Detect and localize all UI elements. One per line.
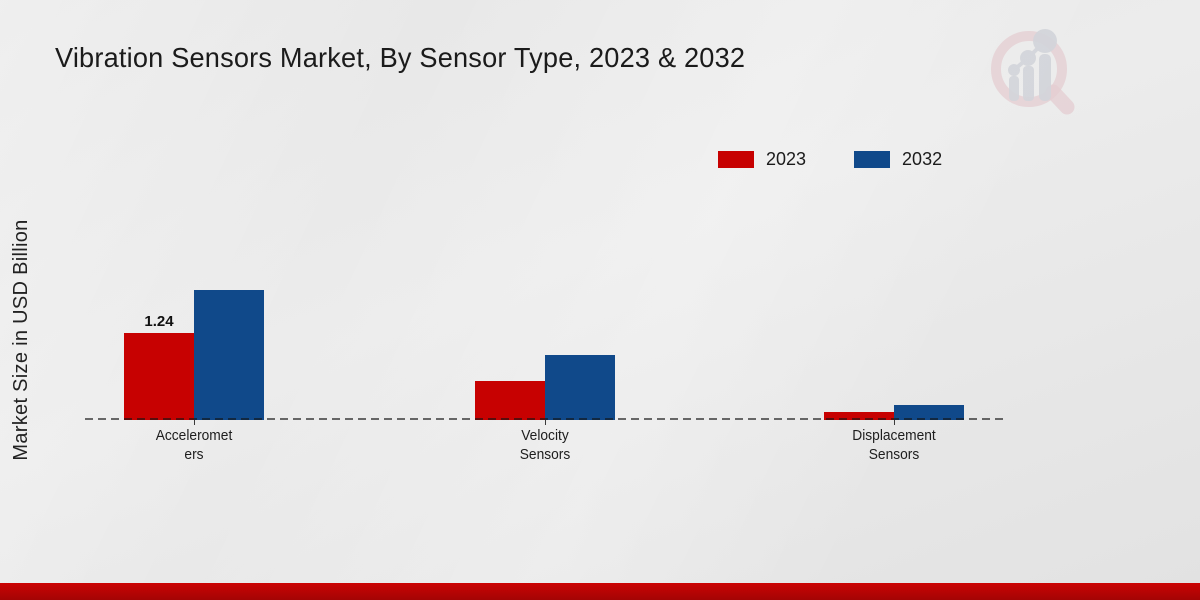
legend-item-2023: 2023: [718, 149, 806, 170]
legend-item-2032: 2032: [854, 149, 942, 170]
legend-label: 2023: [766, 149, 807, 169]
legend: 2023 2032: [718, 149, 942, 170]
bar-group-displacement-sensors: [824, 280, 964, 420]
x-tick-label-line: ers: [184, 447, 204, 463]
plot-area: 1.24: [0, 280, 1200, 420]
bar-2032-velocity-sensors: [545, 355, 615, 420]
x-tick-displacement-sensors: [894, 420, 895, 425]
bar-group-velocity-sensors: [475, 280, 615, 420]
x-tick-label-line: Sensors: [519, 447, 571, 463]
x-tick-accelerometers: [194, 420, 195, 425]
x-tick-velocity-sensors: [545, 420, 546, 425]
x-tick-label-displacement-sensors: Displacement Sensors: [818, 427, 970, 465]
bar-2023-velocity-sensors: [475, 381, 545, 420]
x-tick-label-velocity-sensors: Velocity Sensors: [469, 427, 621, 465]
bar-group-accelerometers: 1.24: [124, 280, 264, 420]
x-tick-label-line: Velocity: [521, 428, 569, 444]
x-tick-label-line: Acceleromet: [155, 428, 233, 444]
bar-2032-accelerometers: [194, 290, 264, 420]
bar-2032-displacement-sensors: [894, 405, 964, 420]
x-tick-label-line: Sensors: [868, 447, 920, 463]
chart-title: Vibration Sensors Market, By Sensor Type…: [55, 42, 746, 73]
x-axis-baseline: [85, 418, 1006, 420]
legend-swatch-2023: [718, 151, 754, 168]
x-tick-label-accelerometers: Acceleromet ers: [118, 427, 270, 465]
x-tick-label-line: Displacement: [852, 428, 936, 444]
brand-watermark-icon: [991, 29, 1075, 115]
bar-2023-accelerometers: [124, 333, 194, 420]
footer-red-strip: [0, 583, 1200, 600]
bar-value-label-2023-accelerometers: 1.24: [144, 313, 174, 330]
bar-2023-displacement-sensors: [824, 412, 894, 420]
legend-label: 2032: [902, 149, 943, 169]
legend-swatch-2032: [854, 151, 891, 168]
